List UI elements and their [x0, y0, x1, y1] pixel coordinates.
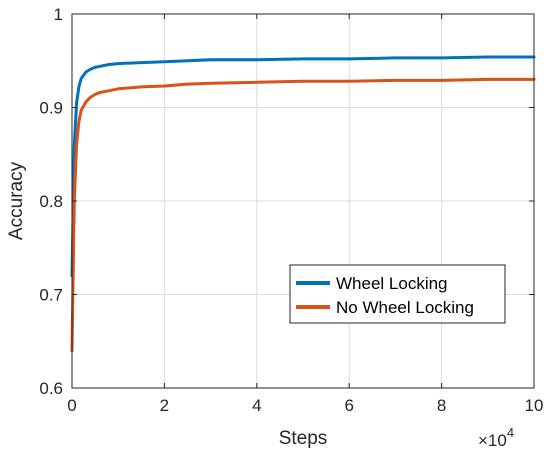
legend-box	[289, 264, 506, 324]
axis-ticks: 0 2 4 6 8 10 0.6 0.7 0.8 0.9 1	[39, 5, 543, 415]
legend: Wheel Locking No Wheel Locking	[289, 264, 506, 324]
x-axis-exponent: ×104	[478, 425, 514, 450]
x-tick-label: 10	[525, 396, 544, 415]
series-line-no-wheel-locking	[70, 77, 536, 353]
x-axis-exponent-base: ×10	[478, 431, 507, 450]
x-tick-label: 6	[344, 396, 353, 415]
y-tick-label: 0.6	[39, 379, 63, 398]
series-layer	[70, 55, 536, 353]
x-axis-label: Steps	[279, 428, 328, 449]
y-axis-label: Accuracy	[6, 161, 27, 240]
x-tick-label: 0	[67, 396, 76, 415]
legend-label-wheel-locking: Wheel Locking	[336, 274, 448, 293]
y-tick-label: 0.9	[39, 99, 63, 118]
legend-label-no-wheel-locking: No Wheel Locking	[336, 298, 474, 317]
x-tick-label: 2	[160, 396, 169, 415]
y-tick-label: 0.7	[39, 286, 63, 305]
x-axis-exponent-power: 4	[507, 425, 514, 440]
series-line-wheel-locking	[70, 55, 536, 278]
y-tick-label: 1	[54, 5, 63, 24]
x-tick-label: 8	[437, 396, 446, 415]
x-tick-label: 4	[252, 396, 261, 415]
grid	[72, 14, 534, 388]
y-tick-label: 0.8	[39, 192, 63, 211]
